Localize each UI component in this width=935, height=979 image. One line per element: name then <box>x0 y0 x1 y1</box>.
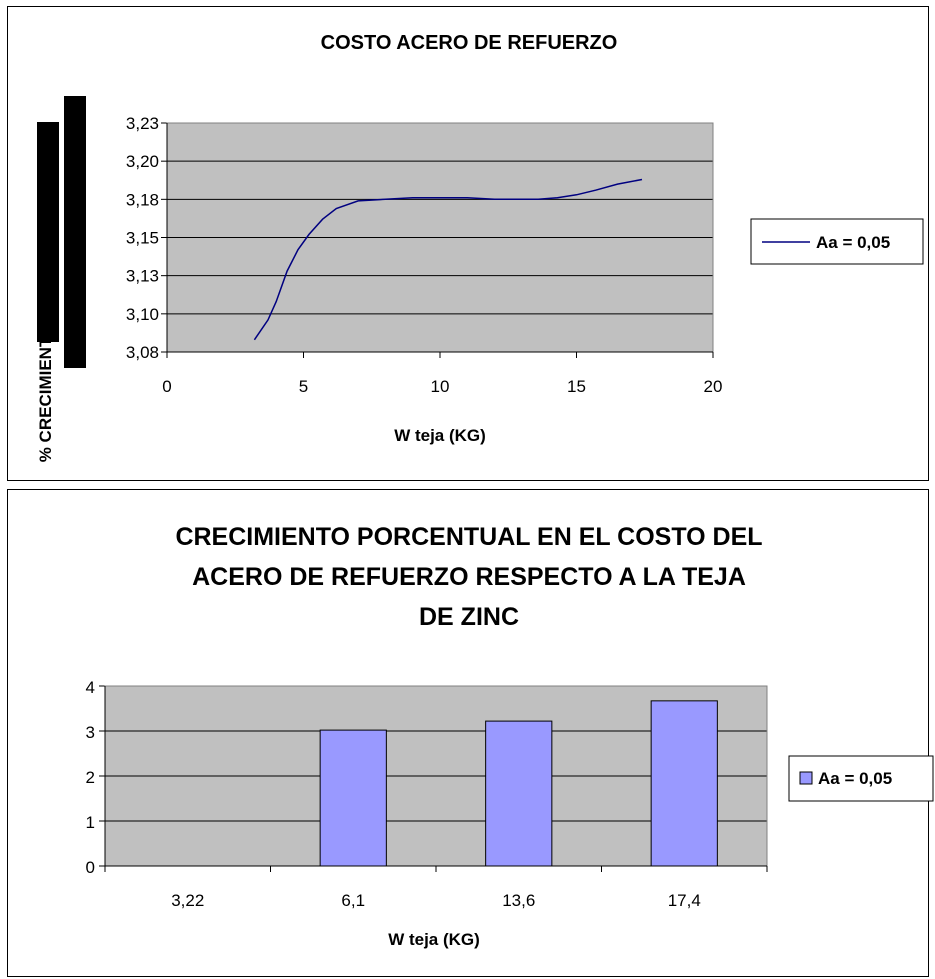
x-tick-label: 15 <box>567 377 586 396</box>
x-tick-label: 17,4 <box>668 891 701 910</box>
chart-title-line: CRECIMIENTO PORCENTUAL EN EL COSTO DEL <box>175 523 762 551</box>
axes <box>161 122 714 358</box>
y-tick-label: 0 <box>86 858 95 877</box>
line-chart: COSTO ACERO DE REFUERZO 3,08 3,10 3,13 3,15… <box>37 32 924 445</box>
x-tick-label: 10 <box>431 377 450 396</box>
bar <box>319 729 387 867</box>
redaction-block <box>37 122 59 342</box>
bars <box>319 700 718 867</box>
y-tick-label: 1 <box>86 813 95 832</box>
legend-bar-swatch <box>799 771 813 785</box>
x-tick-label: 13,6 <box>502 891 535 910</box>
y-tick-label: 3,13 <box>126 267 159 286</box>
y-tick-label: 3 <box>86 723 95 742</box>
x-axis-title: W teja (KG) <box>388 930 480 949</box>
bar <box>650 700 718 867</box>
chart-title-line: ACERO DE REFUERZO RESPECTO A LA TEJA <box>192 563 746 591</box>
legend-label: Aa = 0,05 <box>818 769 892 788</box>
y-tick-label: 2 <box>86 768 95 787</box>
y-tick-labels: 3,08 3,10 3,13 3,15 3,18 3,20 3,23 <box>126 114 159 362</box>
x-tick-labels: 3,22 6,1 13,6 17,4 <box>171 891 701 910</box>
x-tick-label: 3,22 <box>171 891 204 910</box>
y-tick-label: 3,08 <box>126 343 159 362</box>
y-tick-labels: 0 1 2 3 4 <box>86 678 95 877</box>
legend: Aa = 0,05 <box>788 755 934 802</box>
bar-chart: CRECIMIENTO PORCENTUAL EN EL COSTO DEL AC… <box>36 324 934 949</box>
bar <box>485 720 553 867</box>
y-axis-title: % CRECIMIENTO <box>36 324 55 463</box>
x-tick-label: 5 <box>299 377 308 396</box>
legend-label: Aa = 0,05 <box>816 233 890 252</box>
y-tick-label: 3,10 <box>126 305 159 324</box>
y-tick-label: 3,18 <box>126 190 159 209</box>
x-tick-label: 0 <box>162 377 171 396</box>
x-tick-labels: 0 5 10 15 20 <box>162 377 722 396</box>
x-tick-label: 6,1 <box>341 891 365 910</box>
chart-title: CRECIMIENTO PORCENTUAL EN EL COSTO DEL AC… <box>175 523 762 631</box>
x-axis-title: W teja (KG) <box>394 426 486 445</box>
legend: Aa = 0,05 <box>750 218 924 265</box>
x-tick-label: 20 <box>704 377 723 396</box>
y-tick-label: 3,15 <box>126 229 159 248</box>
redaction-block <box>64 96 86 368</box>
y-tick-label: 4 <box>86 678 95 697</box>
bar-chart-panel: CRECIMIENTO PORCENTUAL EN EL COSTO DEL AC… <box>7 324 934 977</box>
y-tick-label: 3,20 <box>126 152 159 171</box>
axes <box>99 685 768 872</box>
y-tick-label: 3,23 <box>126 114 159 133</box>
chart-title-line: DE ZINC <box>419 603 519 631</box>
chart-title: COSTO ACERO DE REFUERZO <box>321 32 618 54</box>
series-line <box>253 178 643 341</box>
line-chart-panel: COSTO ACERO DE REFUERZO 3,08 3,10 3,13 3,15… <box>7 6 929 481</box>
